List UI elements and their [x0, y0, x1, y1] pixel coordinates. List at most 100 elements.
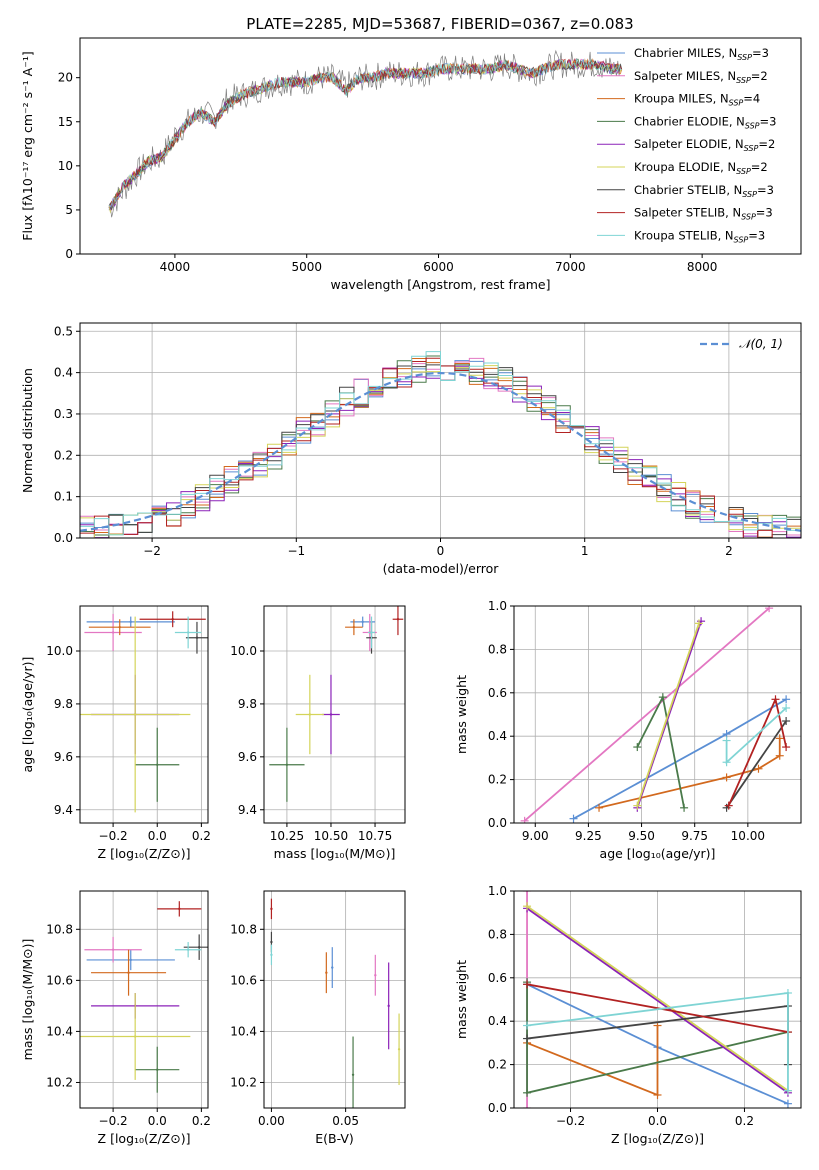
axes-frame — [263, 605, 406, 824]
legend-label: Salpeter ELODIE, NSSP=2 — [634, 137, 775, 153]
legend-label-main: Salpeter ELODIE, N — [634, 137, 744, 151]
data-point — [329, 713, 333, 716]
legend-label: Kroupa STELIB, NSSP=3 — [634, 228, 765, 244]
y-tick-label: 0.0 — [488, 816, 507, 830]
data-point — [270, 953, 273, 957]
panel-residuals: 𝒩(0, 1) −2 −1 0 1 2 0.0 0.1 0.2 0.3 0.4 0.5 (data-mo… — [20, 322, 802, 576]
legend-label: Kroupa ELODIE, NSSP=2 — [634, 160, 768, 176]
y-tick-label: 9.8 — [238, 697, 257, 711]
legend-label-tail: =3 — [752, 46, 769, 60]
data-point — [270, 940, 273, 944]
x-tick-label: 0 — [437, 544, 445, 558]
data-point — [178, 907, 181, 911]
data-point — [186, 948, 190, 951]
x-axis-label: age [log₁₀(age/yr)] — [600, 846, 716, 861]
x-tick-label: −0.2 — [556, 1114, 585, 1128]
y-tick-label: 5 — [65, 203, 73, 217]
legend-label-sub: SSP — [736, 167, 751, 176]
axes-frame — [79, 37, 802, 255]
x-tick-label: 10.00 — [731, 829, 765, 843]
x-tick-label: 10.25 — [270, 829, 304, 843]
x-axis-label: Z [log₁₀(Z/Z⊙)] — [98, 846, 191, 861]
y-tick-label: 10.6 — [230, 973, 257, 987]
data-point — [325, 971, 328, 974]
figure-title: PLATE=2285, MJD=53687, FIBERID=0367, z=0… — [246, 15, 633, 33]
x-tick-label: 10.75 — [358, 829, 392, 843]
x-tick-label: −2 — [143, 544, 161, 558]
plot-area — [80, 901, 208, 1093]
x-tick-label: 0.2 — [735, 1114, 754, 1128]
model-spectrum-line — [108, 58, 623, 214]
y-axis-label: mass weight — [454, 675, 469, 754]
legend-label-sub: SSP — [745, 121, 760, 130]
x-tick-label: 0.0 — [148, 829, 167, 843]
data-point — [351, 1073, 355, 1077]
x-tick-label: 5000 — [291, 260, 322, 274]
legend-label-sub: SSP — [729, 99, 744, 108]
x-tick-label: 7000 — [555, 260, 586, 274]
gaussian-curve — [80, 371, 801, 532]
x-tick-label: −0.2 — [99, 1114, 128, 1128]
legend-label-main: Kroupa ELODIE, N — [634, 160, 736, 174]
model-spectrum-line — [108, 59, 623, 211]
y-tick-label: 20 — [58, 71, 73, 85]
axes-frame — [79, 605, 209, 824]
y-tick-label: 0.8 — [488, 927, 507, 941]
data-point — [387, 1004, 390, 1008]
panel-massweight_vs_Z: −0.2 0.0 0.2 0.0 0.2 0.4 0.6 0.8 1.0 Z [log₁₀(Z/Z… — [454, 884, 802, 1146]
model-spectrum-line — [108, 58, 623, 206]
y-tick-label: 0.2 — [488, 1058, 507, 1072]
y-tick-label: 9.6 — [238, 750, 257, 764]
y-tick-label: 0.8 — [488, 642, 507, 656]
plot-area — [108, 49, 623, 218]
data-point — [111, 631, 115, 634]
legend-label-main: Kroupa MILES, N — [634, 92, 729, 106]
data-point — [186, 631, 190, 634]
legend-label-main: Chabrier ELODIE, N — [634, 114, 745, 128]
y-tick-label: 0.6 — [488, 686, 507, 700]
data-point — [129, 958, 132, 962]
x-tick-label: 9.50 — [628, 829, 655, 843]
y-tick-label: 10.6 — [46, 973, 73, 987]
y-tick-label: 10.2 — [230, 1075, 257, 1089]
plot-area — [523, 891, 792, 1108]
y-axis-label: age [log₁₀(age/yr)] — [20, 657, 35, 773]
legend-label-sub: SSP — [736, 76, 751, 85]
y-axis-label: mass [log₁₀(M/M⊙)] — [20, 939, 35, 1061]
data-point — [197, 945, 201, 949]
data-point — [270, 907, 273, 911]
y-tick-label: 10.2 — [46, 1075, 73, 1089]
plot-area — [269, 606, 404, 802]
y-tick-label: 0.3 — [54, 407, 73, 421]
legend-label-tail: =4 — [743, 92, 760, 106]
data-point — [331, 966, 334, 969]
data-point — [118, 625, 121, 629]
legend-label: Kroupa MILES, NSSP=4 — [634, 92, 760, 108]
legend-label-sub: SSP — [734, 235, 749, 244]
legend-label-sub: SSP — [741, 213, 756, 222]
model-spectrum-line — [108, 57, 622, 208]
y-tick-label: 10.0 — [230, 644, 257, 658]
series-line — [636, 694, 685, 808]
data-point — [285, 763, 289, 766]
y-tick-label: 10.4 — [230, 1024, 257, 1038]
model-spectrum-line — [108, 58, 623, 210]
legend-label-tail: =2 — [751, 160, 768, 174]
model-spectrum-line — [108, 58, 622, 212]
axes-frame — [263, 890, 406, 1109]
x-tick-label: 0.05 — [332, 1114, 359, 1128]
x-tick-label: 8000 — [687, 260, 718, 274]
data-point — [127, 971, 130, 974]
data-point — [195, 636, 199, 639]
legend-label-main: Chabrier MILES, N — [634, 46, 737, 60]
data-point — [156, 1068, 159, 1071]
legend-label-tail: =3 — [748, 228, 765, 242]
y-tick-label: 10.8 — [46, 922, 73, 936]
x-tick-label: 0.2 — [192, 829, 211, 843]
legend-label: Chabrier STELIB, NSSP=3 — [634, 183, 774, 199]
y-tick-label: 0 — [65, 247, 73, 261]
data-point — [397, 1048, 401, 1051]
